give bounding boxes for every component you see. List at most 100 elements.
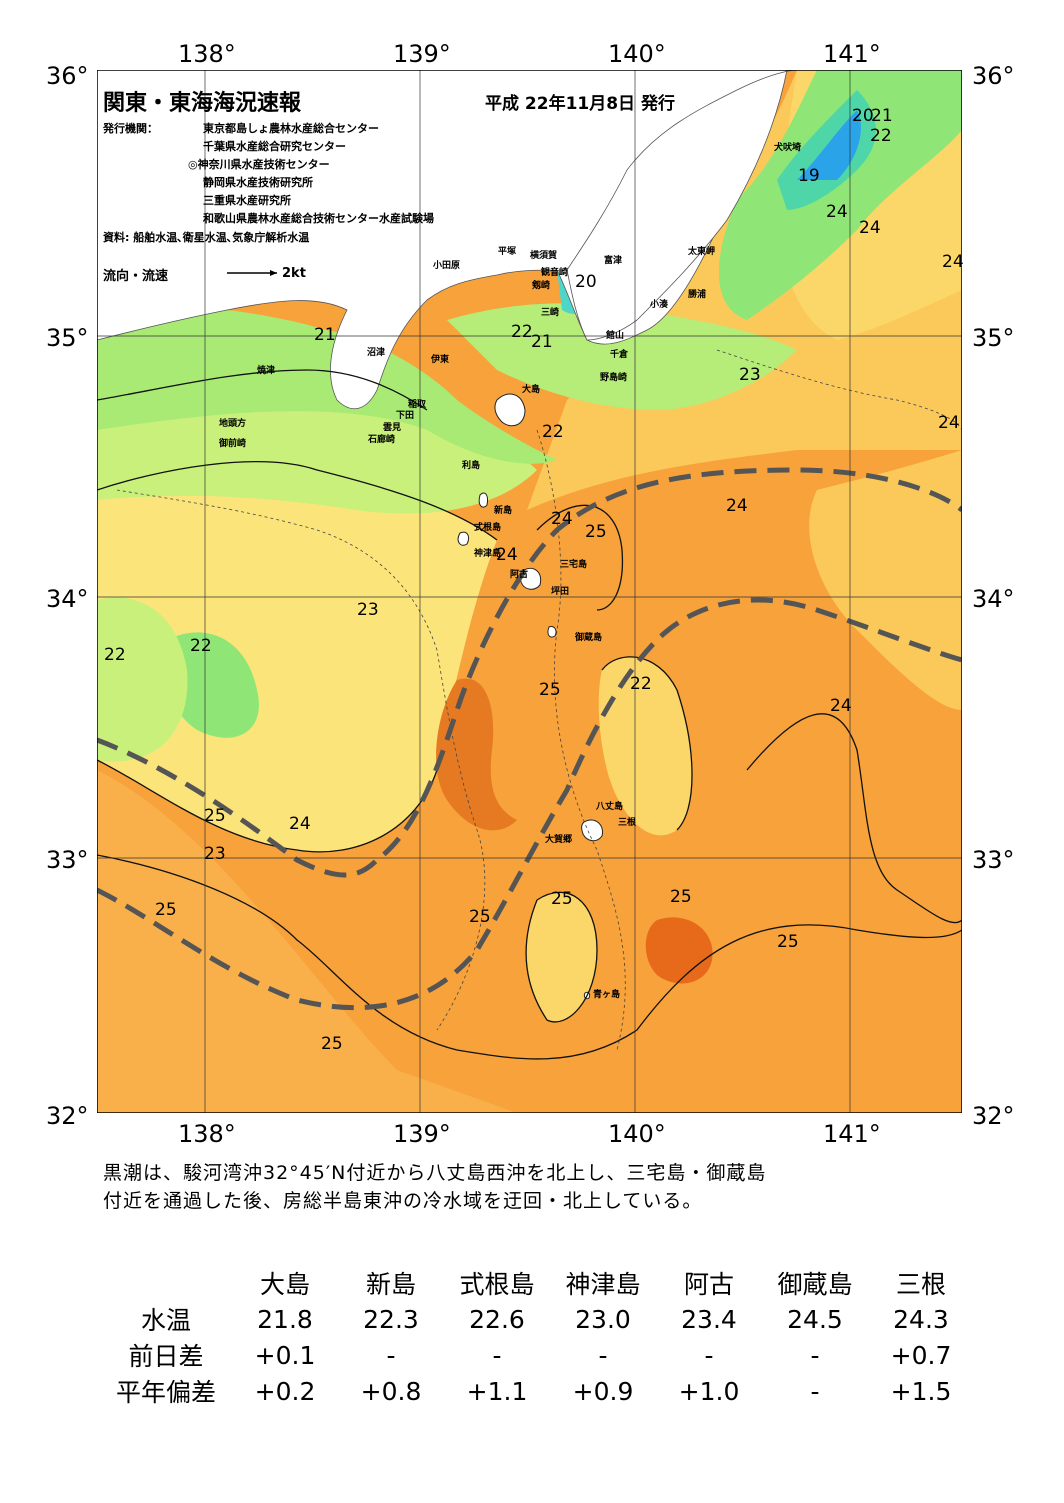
lon-label-top-141: 141°	[823, 40, 881, 68]
place-name: 雲見	[383, 423, 402, 433]
issuer-2: 千葉県水産総合研究センター	[203, 140, 346, 153]
place-name: 御蔵島	[575, 633, 603, 643]
isotherm-label: 25	[321, 1034, 343, 1054]
place-name: 伊東	[431, 355, 450, 365]
lat-label-left-35: 35°	[46, 324, 89, 352]
place-name: 御前崎	[219, 439, 247, 449]
isotherm-label: 19	[798, 166, 820, 186]
kuroshio-axis-south	[97, 597, 962, 1011]
column-header: 大島	[259, 1270, 310, 1299]
isotherm-label: 25	[539, 680, 561, 700]
data-sources: 資料: 船舶水温､衛星水温､気象庁解析水温	[103, 231, 310, 244]
flow-legend-label: 流向・流速	[103, 269, 169, 284]
place-name: 新島	[494, 506, 513, 516]
land-boso	[566, 70, 798, 341]
isotherm-25-miyake	[536, 504, 624, 611]
isotherm-label: 25	[585, 522, 607, 542]
warm-core-1	[436, 678, 517, 831]
table-corner	[100, 1265, 232, 1301]
isotherm-label: 25	[777, 932, 799, 952]
isotherm-label: 25	[204, 806, 226, 826]
table-cell: 23.4	[681, 1304, 737, 1334]
isotherm-label: 25	[155, 900, 177, 920]
isotherm-label: 22	[870, 126, 892, 146]
place-name: 勝浦	[688, 290, 707, 300]
isotherm-label: 24	[726, 496, 748, 516]
place-name: 地頭方	[219, 419, 247, 429]
flow-scale-arrowhead	[270, 270, 277, 276]
issuer-4: 静岡県水産技術研究所	[203, 176, 313, 189]
place-name: 式根島	[474, 523, 502, 533]
description-line-2: 付近を通過した後、房総半島東沖の冷水域を迂回・北上している。	[103, 1190, 703, 1212]
lon-label-top-140: 140°	[608, 40, 666, 68]
lat-lon-grid	[97, 70, 962, 1113]
lon-label-bottom-138: 138°	[178, 1120, 236, 1148]
isotherm-label: 22	[511, 322, 533, 342]
issuer-5: 三重県水産研究所	[203, 194, 291, 207]
depth-1000-boso	[716, 349, 962, 431]
isotherm-label: 22	[630, 674, 652, 694]
water-21c-ne	[718, 70, 962, 320]
isotherm-label: 24	[826, 202, 848, 222]
isotherm-lines	[97, 369, 962, 1060]
column-header: 神津島	[565, 1270, 641, 1299]
description-line-1: 黒潮は、駿河湾沖32°45′N付近から八丈島西沖を北上し、三宅島・御蔵島	[103, 1162, 767, 1184]
place-name: 太東岬	[688, 247, 716, 257]
table-cell: +0.2	[254, 1376, 316, 1406]
column-header: 新島	[365, 1270, 416, 1299]
isotherm-25-south	[97, 854, 962, 1060]
map-title: 関東・東海海況速報	[103, 91, 302, 116]
place-name: 焼津	[257, 366, 276, 376]
table-cell: 21.8	[257, 1304, 313, 1334]
isotherm-label: 24	[830, 696, 852, 716]
table-cell: 24.3	[893, 1304, 949, 1334]
place-name: 大島	[522, 385, 541, 395]
water-25c-light	[97, 770, 517, 1113]
isotherm-label: 25	[551, 889, 573, 909]
place-name: 稲取	[408, 400, 427, 410]
lat-label-right-32: 32°	[972, 1102, 1015, 1130]
island-kozushima	[457, 531, 470, 546]
depth-1000-west	[116, 489, 486, 1031]
column-header: 三根	[895, 1270, 946, 1299]
table-cell: -	[704, 1340, 714, 1370]
issuer-label: 発行機関：	[103, 122, 158, 135]
table-cell: +1.5	[890, 1376, 952, 1406]
place-name: 石廊崎	[368, 435, 396, 445]
lat-label-right-34: 34°	[972, 585, 1015, 613]
place-name: 富津	[604, 256, 623, 266]
table-row: 水温 21.8 22.3 22.6 23.0 23.4 24.5 24.3	[100, 1301, 974, 1337]
place-name: 三根	[618, 818, 637, 828]
table-cell: 22.6	[469, 1304, 525, 1334]
place-name: 観音崎	[541, 268, 569, 278]
place-name: 小田原	[433, 261, 461, 271]
isotherm-label: 24	[551, 509, 573, 529]
place-name: 横須賀	[530, 251, 558, 261]
column-header: 御蔵島	[777, 1270, 853, 1299]
isotherm-label: 25	[469, 907, 491, 927]
place-name: 阿古	[510, 570, 529, 580]
water-24c-tongue	[598, 656, 692, 836]
isotherm-label: 21	[314, 325, 336, 345]
isotherm-label: 20	[575, 272, 597, 292]
table-cell: +0.7	[890, 1340, 952, 1370]
isotherm-label: 21	[871, 106, 893, 126]
lat-label-left-36: 36°	[46, 62, 89, 90]
map-canvas	[97, 70, 962, 1113]
isotherm-label: 23	[357, 600, 379, 620]
isotherm-label: 22	[190, 636, 212, 656]
place-name: 利島	[462, 461, 481, 471]
lat-label-left-34: 34°	[46, 585, 89, 613]
place-name: 坪田	[551, 587, 570, 597]
island-hachijojima	[581, 819, 603, 842]
table-row: 前日差 +0.1 - - - - - +0.7	[100, 1337, 974, 1373]
place-name: 三宅島	[560, 560, 588, 570]
isotherm-label: 25	[670, 887, 692, 907]
lon-label-bottom-140: 140°	[608, 1120, 666, 1148]
place-name: 平塚	[498, 247, 517, 257]
table-cell: -	[492, 1340, 502, 1370]
water-19c-ne	[797, 110, 861, 180]
lat-label-left-32: 32°	[46, 1102, 89, 1130]
table-cell: -	[598, 1340, 608, 1370]
table-row: 平年偏差 +0.2 +0.8 +1.1 +0.9 +1.0 - +1.5	[100, 1373, 974, 1409]
